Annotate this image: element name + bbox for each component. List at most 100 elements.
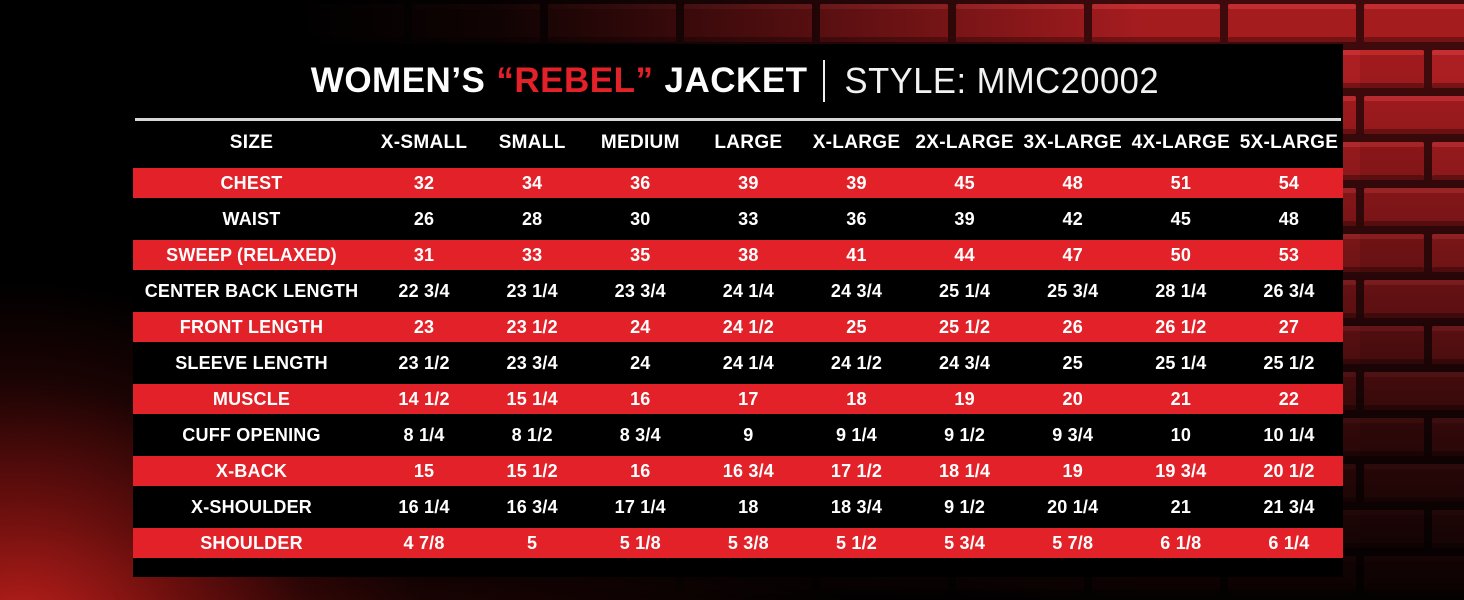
measurement-value: 44 — [954, 244, 975, 265]
row-label: FRONT LENGTH — [179, 316, 324, 337]
table-row-sweep-relaxed: SWEEP (RELAXED) 31 33 35 38 41 44 47 50 53 — [133, 237, 1343, 273]
measurement-value: 20 — [1062, 388, 1083, 409]
measurement-value: 48 — [1278, 208, 1300, 229]
measurement-value: 42 — [1062, 208, 1083, 229]
measurement-value: 9 1/2 — [944, 496, 986, 517]
row-label: SWEEP (RELAXED) — [166, 244, 337, 265]
table-header-row: SIZE X-SMALL SMALL MEDIUM LARGE X-LARGE 2X-LAR… — [133, 121, 1343, 165]
measurement-value: 5 3/8 — [727, 532, 769, 553]
header-cell-size: SIZE — [229, 132, 274, 153]
table-row-shoulder: SHOULDER 4 7/8 5 5 1/8 5 3/8 5 1/2 5 3/4 5 7/8 6… — [133, 525, 1343, 561]
measurement-value: 17 1/4 — [614, 496, 666, 517]
table-row-sleeve-length: SLEEVE LENGTH 23 1/2 23 3/4 24 24 1/4 24 1/2 2… — [133, 345, 1343, 381]
measurement-value: 16 3/4 — [506, 496, 558, 517]
measurement-value: 16 — [630, 388, 651, 409]
table-row-cuff-opening: CUFF OPENING 8 1/4 8 1/2 8 3/4 9 9 1/4 9 1/2 9 … — [133, 417, 1343, 453]
measurement-value: 8 1/2 — [511, 424, 553, 445]
measurement-value: 22 — [1278, 388, 1300, 409]
table-body: CHEST 32 34 36 39 39 45 48 51 54 WAIST 26 28 30 33 36 39… — [133, 165, 1343, 561]
measurement-value: 21 — [1170, 388, 1192, 409]
row-label: CHEST — [220, 172, 283, 193]
measurement-value: 6 1/8 — [1160, 532, 1202, 553]
measurement-value: 16 3/4 — [722, 460, 774, 481]
measurement-value: 5 3/4 — [944, 532, 986, 553]
measurement-value: 9 3/4 — [1052, 424, 1094, 445]
measurement-value: 25 1/4 — [938, 280, 991, 301]
title-prefix: WOMEN’S — [310, 61, 486, 100]
measurement-value: 25 — [1062, 352, 1083, 373]
measurement-value: 23 3/4 — [506, 352, 558, 373]
row-label: CENTER BACK LENGTH — [144, 280, 359, 301]
measurement-value: 54 — [1278, 172, 1300, 193]
measurement-value: 22 3/4 — [398, 280, 450, 301]
measurement-value: 48 — [1062, 172, 1083, 193]
measurement-value: 45 — [1170, 208, 1192, 229]
measurement-value: 24 1/2 — [722, 316, 774, 337]
measurement-value: 21 — [1170, 496, 1192, 517]
measurement-value: 30 — [630, 208, 651, 229]
measurement-value: 16 1/4 — [398, 496, 450, 517]
measurement-value: 28 — [521, 208, 543, 229]
measurement-value: 26 3/4 — [1263, 280, 1315, 301]
measurement-value: 17 — [738, 388, 759, 409]
measurement-value: 50 — [1170, 244, 1192, 265]
measurement-value: 18 1/4 — [938, 460, 991, 481]
measurement-value: 24 — [630, 316, 651, 337]
measurement-value: 23 — [413, 316, 435, 337]
measurement-value: 5 1/8 — [619, 532, 661, 553]
measurement-value: 15 1/4 — [506, 388, 558, 409]
header-cell-medium: MEDIUM — [600, 132, 680, 153]
measurement-value: 39 — [846, 172, 867, 193]
measurement-value: 45 — [954, 172, 975, 193]
measurement-value: 33 — [521, 244, 543, 265]
measurement-value: 18 — [738, 496, 759, 517]
measurement-value: 21 3/4 — [1263, 496, 1315, 517]
measurement-value: 25 1/4 — [1155, 352, 1207, 373]
measurement-value: 23 3/4 — [614, 280, 666, 301]
header-cell-small: SMALL — [498, 132, 566, 153]
measurement-value: 39 — [738, 172, 759, 193]
row-label: WAIST — [222, 208, 281, 229]
measurement-value: 36 — [846, 208, 867, 229]
measurement-value: 24 — [630, 352, 651, 373]
measurement-value: 25 3/4 — [1047, 280, 1099, 301]
measurement-value: 20 1/2 — [1263, 460, 1315, 481]
measurement-value: 18 — [846, 388, 867, 409]
row-label: CUFF OPENING — [182, 424, 321, 445]
measurement-value: 35 — [630, 244, 651, 265]
measurement-value: 5 7/8 — [1052, 532, 1094, 553]
chart-title: WOMEN’S “REBEL” JACKET STYLE: MMC20002 — [133, 44, 1343, 118]
measurement-value: 24 1/2 — [830, 352, 883, 373]
table-row-x-shoulder: X-SHOULDER 16 1/4 16 3/4 17 1/4 18 18 3/4 9 1/… — [133, 489, 1343, 525]
measurement-value: 8 1/4 — [403, 424, 445, 445]
measurement-value: 32 — [413, 172, 435, 193]
row-label: MUSCLE — [212, 388, 291, 409]
header-cell-3x-large: 3X-LARGE — [1023, 132, 1122, 153]
measurement-value: 47 — [1062, 244, 1083, 265]
measurement-value: 26 — [413, 208, 435, 229]
measurement-value: 27 — [1278, 316, 1300, 337]
table-row-waist: WAIST 26 28 30 33 36 39 42 45 48 — [133, 201, 1343, 237]
measurement-value: 25 — [846, 316, 867, 337]
measurement-value: 23 1/2 — [398, 352, 450, 373]
measurement-value: 24 3/4 — [938, 352, 991, 373]
horizontal-divider — [135, 118, 1341, 121]
measurement-value: 24 1/4 — [722, 280, 774, 301]
measurement-value: 24 1/4 — [722, 352, 774, 373]
measurement-value: 39 — [954, 208, 975, 229]
header-cell-large: LARGE — [714, 132, 783, 153]
header-cell-2x-large: 2X-LARGE — [915, 132, 1014, 153]
measurement-value: 51 — [1170, 172, 1192, 193]
header-cell-x-large: X-LARGE — [812, 132, 901, 153]
measurement-value: 8 3/4 — [619, 424, 661, 445]
measurement-value: 16 — [630, 460, 651, 481]
row-label: X-SHOULDER — [190, 496, 312, 517]
row-label: X-BACK — [215, 460, 288, 481]
measurement-value: 28 1/4 — [1155, 280, 1207, 301]
table-row-front-length: FRONT LENGTH 23 23 1/2 24 24 1/2 25 25 1/2 26 26… — [133, 309, 1343, 345]
measurement-value: 25 1/2 — [1263, 352, 1315, 373]
title-divider-bar — [822, 60, 825, 102]
measurement-value: 10 1/4 — [1263, 424, 1315, 445]
measurement-value: 34 — [521, 172, 543, 193]
